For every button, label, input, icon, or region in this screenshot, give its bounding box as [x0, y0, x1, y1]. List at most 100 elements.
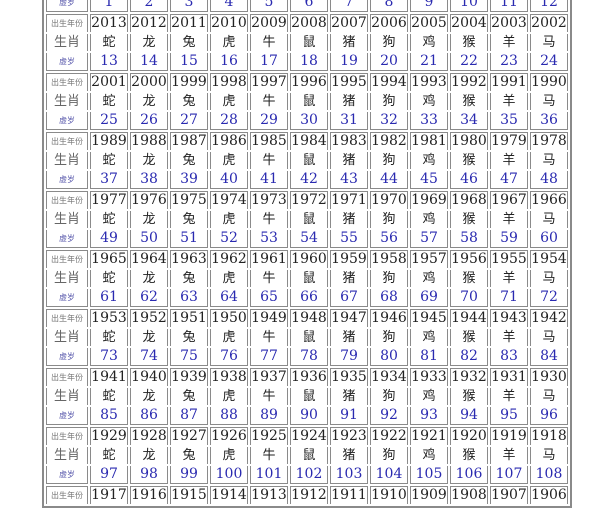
zodiac-row: 生肖蛇龙兔虎牛鼠猪狗鸡猴羊马 — [46, 93, 568, 110]
zodiac-row-cell: 牛 — [250, 329, 288, 346]
age-row-cell: 13 — [90, 53, 128, 71]
age-row-cell: 42 — [290, 171, 328, 189]
year-row-cell: 1975 — [170, 191, 208, 209]
age-row-cell: 15 — [170, 53, 208, 71]
zodiac-row-cell: 牛 — [250, 34, 288, 51]
zodiac-row-cell: 鸡 — [410, 211, 448, 228]
age-row-cell: 22 — [450, 53, 488, 71]
zodiac-row-cell: 猪 — [330, 152, 368, 169]
age-row-cell: 32 — [370, 112, 408, 130]
year-row-cell: 2001 — [90, 73, 128, 91]
age-row-cell: 94 — [450, 407, 488, 425]
age-row-cell: 74 — [130, 348, 168, 366]
year-row-cell: 1987 — [170, 132, 208, 150]
age-row-cell: 83 — [490, 348, 528, 366]
year-row-cell: 1929 — [90, 427, 128, 445]
age-row-cell: 45 — [410, 171, 448, 189]
zodiac-row-cell: 鸡 — [410, 270, 448, 287]
zodiac-row-cell: 龙 — [130, 270, 168, 287]
zodiac-row-label: 生肖 — [46, 34, 88, 51]
zodiac-row-cell: 兔 — [170, 93, 208, 110]
zodiac-row: 生肖蛇龙兔虎牛鼠猪狗鸡猴羊马 — [46, 211, 568, 228]
age-row-cell: 92 — [370, 407, 408, 425]
zodiac-row-cell: 鸡 — [410, 388, 448, 405]
zodiac-row-cell: 羊 — [490, 34, 528, 51]
age-row-cell: 48 — [530, 171, 568, 189]
year-row: 出生年份 1953 1952 1951 1950 1949 1948 1947 1946 1945… — [46, 309, 568, 327]
year-row-cell: 1995 — [330, 73, 368, 91]
year-row-cell: 1965 — [90, 250, 128, 268]
age-row-cell: 1 — [90, 0, 128, 12]
zodiac-row-cell: 鼠 — [290, 270, 328, 287]
year-row-label: 出生年份 — [46, 73, 88, 91]
zodiac-row-cell: 猴 — [450, 93, 488, 110]
year-row-cell: 1914 — [210, 486, 248, 504]
zodiac-row-cell: 猪 — [330, 329, 368, 346]
zodiac-row-cell: 猪 — [330, 211, 368, 228]
zodiac-row-cell: 狗 — [370, 152, 408, 169]
zodiac-row-label: 生肖 — [46, 211, 88, 228]
age-row-cell: 40 — [210, 171, 248, 189]
year-row-cell: 1953 — [90, 309, 128, 327]
year-row-cell: 1906 — [530, 486, 568, 504]
year-row-cell: 1926 — [210, 427, 248, 445]
year-row-cell: 1964 — [130, 250, 168, 268]
age-row-cell: 7 — [330, 0, 368, 12]
year-row-cell: 1924 — [290, 427, 328, 445]
year-row-cell: 1930 — [530, 368, 568, 386]
year-row-cell: 1950 — [210, 309, 248, 327]
zodiac-row-cell: 羊 — [490, 270, 528, 287]
year-row-cell: 1971 — [330, 191, 368, 209]
year-row-cell: 1912 — [290, 486, 328, 504]
age-row-cell: 3 — [170, 0, 208, 12]
zodiac-row: 生肖蛇龙兔虎牛鼠猪狗鸡猴羊马 — [46, 447, 568, 464]
age-row-label: 虚岁 — [46, 230, 88, 248]
year-row-cell: 2010 — [210, 14, 248, 32]
year-row-cell: 1970 — [370, 191, 408, 209]
zodiac-row: 生肖蛇龙兔虎牛鼠猪狗鸡猴羊马 — [46, 270, 568, 287]
zodiac-row-cell: 鸡 — [410, 447, 448, 464]
zodiac-row-cell: 蛇 — [90, 211, 128, 228]
zodiac-row-cell: 龙 — [130, 388, 168, 405]
year-row-cell: 1915 — [170, 486, 208, 504]
age-row-cell: 37 — [90, 171, 128, 189]
age-row: 虚岁 49 50 51 52 53 54 55 56 57 58 59 60 — [46, 230, 568, 248]
year-row-cell: 1939 — [170, 368, 208, 386]
zodiac-row-cell: 虎 — [210, 152, 248, 169]
year-row-label: 出生年份 — [46, 191, 88, 209]
age-row-cell: 66 — [290, 289, 328, 307]
year-row: 出生年份 2013 2012 2011 2010 2009 2008 2007 2006 2005… — [46, 14, 568, 32]
year-row-cell: 1994 — [370, 73, 408, 91]
age-row-label: 虚岁 — [46, 0, 88, 12]
year-row-cell: 1986 — [210, 132, 248, 150]
year-row-cell: 1962 — [210, 250, 248, 268]
zodiac-row-cell: 鼠 — [290, 211, 328, 228]
year-row-cell: 1925 — [250, 427, 288, 445]
year-row: 出生年份 1929 1928 1927 1926 1925 1924 1923 1922 1921… — [46, 427, 568, 445]
age-row-cell: 85 — [90, 407, 128, 425]
year-row-cell: 1910 — [370, 486, 408, 504]
zodiac-row-cell: 马 — [530, 93, 568, 110]
age-row-cell: 19 — [330, 53, 368, 71]
zodiac-row-cell: 鼠 — [290, 447, 328, 464]
age-row-cell: 99 — [170, 466, 208, 484]
zodiac-row-cell: 羊 — [490, 152, 528, 169]
age-row-cell: 21 — [410, 53, 448, 71]
year-row-cell: 1919 — [490, 427, 528, 445]
age-row-cell: 36 — [530, 112, 568, 130]
age-row: 虚岁 25 26 27 28 29 30 31 32 33 34 35 36 — [46, 112, 568, 130]
age-row-label: 虚岁 — [46, 112, 88, 130]
year-row-label: 出生年份 — [46, 486, 88, 504]
year-row-cell: 1958 — [370, 250, 408, 268]
zodiac-row-cell: 兔 — [170, 211, 208, 228]
year-row-cell: 1907 — [490, 486, 528, 504]
zodiac-row-cell: 龙 — [130, 152, 168, 169]
year-row-cell: 1944 — [450, 309, 488, 327]
zodiac-row-cell: 牛 — [250, 447, 288, 464]
year-row-cell: 1942 — [530, 309, 568, 327]
age-row-cell: 104 — [370, 466, 408, 484]
zodiac-row-cell: 龙 — [130, 34, 168, 51]
zodiac-row-cell: 兔 — [170, 388, 208, 405]
age-row-cell: 5 — [250, 0, 288, 12]
age-row-cell: 101 — [250, 466, 288, 484]
